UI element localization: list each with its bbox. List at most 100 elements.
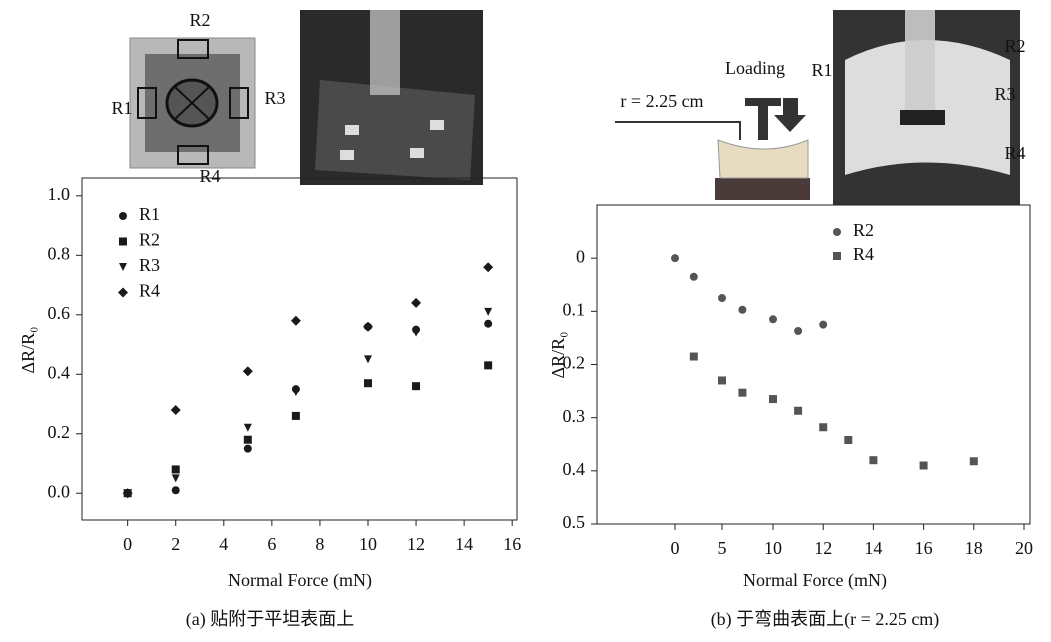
point [718,376,726,385]
point [291,411,300,420]
x-tick-label: 0 [123,534,132,554]
y-tick-label: 0.5 [563,512,586,532]
sensor-drawing [129,37,256,169]
legend-marker [119,237,127,246]
y-axis-label: ΔR/R₀ [18,327,38,374]
x-tick-label: 12 [814,538,832,558]
x-tick-label: 18 [965,538,983,558]
point [243,435,252,444]
x-tick-label: 10 [359,534,377,554]
point [671,254,679,263]
sensor-photo [300,10,483,185]
legend-marker [119,212,127,220]
y-axis-label: ΔR/R₀ [548,332,568,379]
point [794,406,803,415]
annotation: R4 [1004,143,1025,163]
x-tick-label: 0 [671,538,680,558]
point [738,305,747,314]
y-tick-label: 0.0 [48,481,71,501]
legend-label: R4 [139,281,160,301]
point [869,456,878,465]
annotation: Loading [725,58,785,78]
x-tick-label: 10 [764,538,782,558]
annotation: R3 [264,88,285,108]
point [689,352,698,361]
caption: (b) 于弯曲表面上(r = 2.25 cm) [711,609,940,630]
y-tick-label: 0.2 [48,422,71,442]
legend-label: R2 [139,230,160,250]
point [689,272,698,281]
point [769,395,777,404]
x-tick-label: 6 [267,534,276,554]
caption: (a) 贴附于平坦表面上 [186,609,354,630]
point [171,474,180,483]
point [738,388,747,397]
point [170,404,181,415]
point [412,382,421,391]
x-tick-label: 14 [455,534,473,554]
y-tick-label: 0.2 [563,353,586,373]
y-tick-label: 0.6 [48,303,71,323]
x-tick-label: 14 [864,538,882,558]
legend-label: R1 [139,204,160,224]
annotation: R2 [1004,36,1025,56]
point [290,315,301,326]
point [819,320,828,329]
annotation: R1 [111,98,132,118]
y-tick-label: 0.4 [563,459,586,479]
y-tick-label: 0.1 [563,299,586,319]
point [819,423,828,432]
annotation: R1 [811,60,832,80]
point [769,315,777,324]
y-tick-label: 1.0 [48,184,71,204]
bending-photo [833,10,1020,205]
point [969,457,978,466]
x-axis-label: Normal Force (mN) [228,570,372,591]
point [363,355,372,364]
legend-marker [833,228,841,236]
x-tick-label: 20 [1015,538,1033,558]
point [484,319,493,328]
plot-frame [596,204,1031,525]
y-tick-label: 0.8 [48,243,71,263]
loading-drawing [615,98,810,200]
point [242,366,253,377]
annotation: R3 [994,84,1015,104]
x-tick-label: 8 [315,534,324,554]
x-tick-label: 16 [915,538,933,558]
point [291,388,300,397]
point [484,361,493,370]
point [243,444,252,453]
point [362,321,373,332]
point [483,262,494,273]
plot-frame [81,177,518,521]
point [363,379,372,388]
legend-label: R4 [853,244,874,264]
point [122,488,133,499]
legend-marker [118,287,128,298]
legend-marker [833,252,841,260]
legend-label: R3 [139,255,160,275]
point [718,294,726,303]
y-tick-label: 0.3 [563,406,586,426]
x-tick-label: 5 [718,538,727,558]
x-tick-label: 2 [171,534,180,554]
point [794,327,803,336]
point [412,328,421,337]
x-tick-label: 4 [219,534,228,554]
point [919,461,928,470]
point [243,423,252,432]
annotation: R4 [199,166,220,186]
point [171,465,180,474]
y-tick-label: 0.4 [48,362,71,382]
point [484,307,493,316]
y-tick-label: 0 [576,246,585,266]
x-tick-label: 16 [503,534,521,554]
annotation: r = 2.25 cm [620,91,703,111]
x-tick-label: 12 [407,534,425,554]
point [844,435,853,444]
legend-label: R2 [853,220,874,240]
point [171,486,180,495]
annotation: R2 [189,10,210,30]
